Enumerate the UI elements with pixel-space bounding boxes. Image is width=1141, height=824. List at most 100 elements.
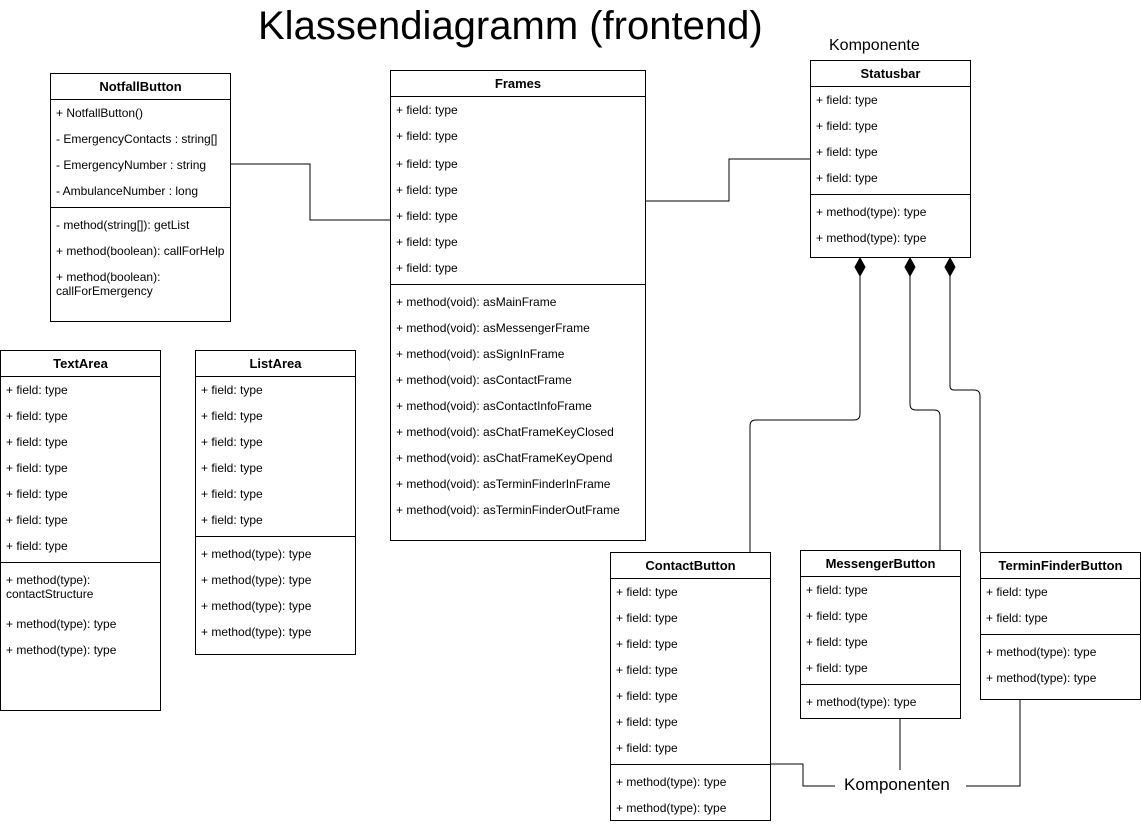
class-name: Statusbar <box>811 61 970 87</box>
attribute: + field: type <box>6 487 68 501</box>
attribute: + field: type <box>396 209 458 223</box>
attribute: - EmergencyNumber : string <box>56 158 207 172</box>
contact-note-line <box>770 763 835 787</box>
attribute: + field: type <box>396 157 458 171</box>
attributes-section: + field: type + field: type + field: typ… <box>811 87 970 195</box>
method: + method(void): asSignInFrame <box>396 347 565 361</box>
class-name: ListArea <box>196 351 355 377</box>
attribute: + field: type <box>396 261 458 275</box>
termin-note-line <box>966 700 1021 787</box>
methods-section: + method(type): type + method(type): typ… <box>611 765 770 815</box>
attribute: + field: type <box>816 119 878 133</box>
attribute: + field: type <box>396 129 458 143</box>
method: + method(boolean): callForEmergency <box>56 270 161 298</box>
class-name: MessengerButton <box>801 551 960 577</box>
attribute: + field: type <box>6 435 68 449</box>
frames-statusbar-line <box>645 158 810 202</box>
attribute: + field: type <box>201 461 263 475</box>
methods-section: + method(type): type <box>801 685 960 709</box>
method: + method(void): asChatFrameKeyClosed <box>396 425 614 439</box>
attribute: + field: type <box>201 513 263 527</box>
method: + method(void): asContactFrame <box>396 373 572 387</box>
attributes-section: + field: type + field: type <box>981 579 1140 635</box>
method: + method(void): asMessengerFrame <box>396 321 590 335</box>
attribute: + field: type <box>6 539 68 553</box>
attributes-section: + field: type + field: type + field: typ… <box>391 97 645 285</box>
method: + method(type): type <box>6 643 117 657</box>
class-name: TerminFinderButton <box>981 553 1140 579</box>
attribute: + field: type <box>396 235 458 249</box>
composition-diamond-termin <box>944 256 956 278</box>
method: + method(void): asChatFrameKeyOpend <box>396 451 613 465</box>
attribute: - AmbulanceNumber : long <box>56 184 199 198</box>
attribute: + field: type <box>616 741 678 755</box>
attribute: + field: type <box>616 585 678 599</box>
class-terminfinderbutton[interactable]: TerminFinderButton + field: type + field… <box>980 552 1141 700</box>
attribute: + field: type <box>616 637 678 651</box>
methods-section: + method(type): contactStructure + metho… <box>1 563 160 657</box>
methods-section: + method(type): type + method(type): typ… <box>196 537 355 639</box>
method: + method(type): type <box>616 775 727 789</box>
class-textarea[interactable]: TextArea + field: type + field: type + f… <box>0 350 161 711</box>
class-contactbutton[interactable]: ContactButton + field: type + field: typ… <box>610 552 771 821</box>
attribute: + field: type <box>6 409 68 423</box>
method: + method(boolean): callForHelp <box>56 244 225 258</box>
method: + method(type): type <box>6 617 117 631</box>
notfall-frames-line <box>230 163 390 221</box>
class-frames[interactable]: Frames + field: type + field: type + fie… <box>390 70 646 541</box>
class-statusbar[interactable]: Statusbar + field: type + field: type + … <box>810 60 971 258</box>
methods-section: + method(void): asMainFrame + method(voi… <box>391 285 645 517</box>
attribute: + field: type <box>986 611 1048 625</box>
attribute: + field: type <box>616 715 678 729</box>
attribute: + field: type <box>201 383 263 397</box>
attribute: + field: type <box>806 661 868 675</box>
class-name: ContactButton <box>611 553 770 579</box>
method: + method(type): type <box>806 695 917 709</box>
class-name: NotfallButton <box>51 74 230 100</box>
composition-diamond-messenger <box>904 256 916 278</box>
attribute: + field: type <box>201 409 263 423</box>
methods-section: + method(type): type + method(type): typ… <box>811 195 970 245</box>
method: + method(void): asContactInfoFrame <box>396 399 592 413</box>
attribute: + field: type <box>986 585 1048 599</box>
method: + method(type): type <box>616 801 727 815</box>
attribute: + field: type <box>616 689 678 703</box>
komponenten-label: Komponenten <box>844 775 950 794</box>
attributes-section: + field: type + field: type + field: typ… <box>611 579 770 765</box>
attribute: + field: type <box>6 383 68 397</box>
methods-section: + method(type): type + method(type): typ… <box>981 635 1140 685</box>
method: + method(type): type <box>201 625 312 639</box>
statusbar-termin-line <box>949 276 981 552</box>
attribute: + field: type <box>201 435 263 449</box>
attribute: + field: type <box>6 461 68 475</box>
attribute: + field: type <box>816 171 878 185</box>
komponente-label: Komponente <box>829 37 920 54</box>
class-messengerbutton[interactable]: MessengerButton + field: type + field: t… <box>800 550 961 719</box>
method: + method(type): contactStructure <box>6 573 94 601</box>
attribute: + field: type <box>816 145 878 159</box>
attribute: + field: type <box>806 635 868 649</box>
attribute: + field: type <box>396 103 458 117</box>
attribute: + field: type <box>806 583 868 597</box>
attribute: + field: type <box>616 663 678 677</box>
class-name: TextArea <box>1 351 160 377</box>
method: + method(type): type <box>201 573 312 587</box>
attribute: + field: type <box>396 183 458 197</box>
attributes-section: + NotfallButton() - EmergencyContacts : … <box>51 100 230 208</box>
attributes-section: + field: type + field: type + field: typ… <box>1 377 160 563</box>
method: + method(type): type <box>201 599 312 613</box>
methods-section: - method(string[]): getList + method(boo… <box>51 208 230 298</box>
class-notfallbutton[interactable]: NotfallButton + NotfallButton() - Emerge… <box>50 73 231 322</box>
composition-diamond-contact <box>854 256 866 278</box>
class-listarea[interactable]: ListArea + field: type + field: type + f… <box>195 350 356 655</box>
attribute: + field: type <box>816 93 878 107</box>
class-name: Frames <box>391 71 645 97</box>
attribute: + field: type <box>616 611 678 625</box>
attribute: + field: type <box>6 513 68 527</box>
attributes-section: + field: type + field: type + field: typ… <box>801 577 960 685</box>
attribute: + field: type <box>201 487 263 501</box>
method: + method(type): type <box>201 547 312 561</box>
attributes-section: + field: type + field: type + field: typ… <box>196 377 355 537</box>
method: - method(string[]): getList <box>56 218 190 232</box>
method: + method(type): type <box>816 205 927 219</box>
